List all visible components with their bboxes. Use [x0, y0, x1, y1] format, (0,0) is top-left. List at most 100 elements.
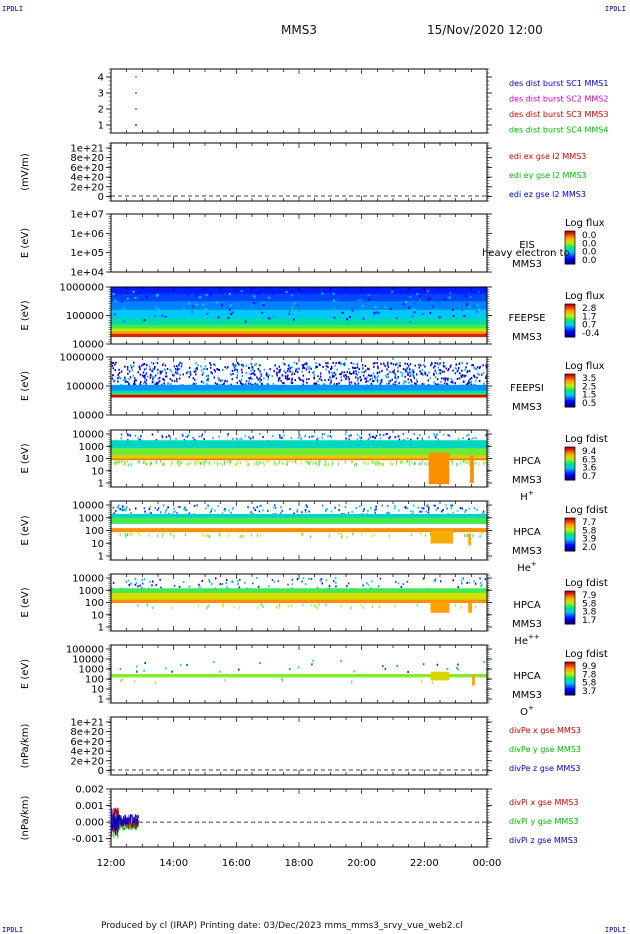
feepsi-ytick-label: 10000 [72, 411, 104, 422]
hpca-he-pixel [363, 508, 365, 511]
hpca-he-pixel [125, 509, 127, 512]
feepsi-pixel [455, 363, 458, 366]
hpca-he-pixel [425, 533, 427, 537]
hpca-hepp-colorbar-tick: 3.8 [582, 608, 597, 618]
feepsi-pixel [365, 377, 367, 380]
feepsi-pixel [423, 364, 425, 367]
feepse-pixel [361, 305, 364, 308]
feepsi-pixel [283, 382, 285, 385]
feepsi-pixel [139, 368, 141, 371]
hpca-he-pixel [124, 531, 126, 535]
hpca-he-pixel [148, 533, 150, 537]
feepsi-pixel [319, 364, 321, 367]
hpca-h-pixel [161, 434, 163, 437]
feepsi-pixel [414, 364, 416, 367]
hpca-he-pixel [188, 512, 191, 515]
divpe-ytick-label: 1e+21 [70, 718, 104, 729]
feepsi-pixel [407, 378, 409, 381]
hpca-he-pixel [164, 511, 166, 514]
feepsi-pixel [319, 377, 321, 380]
feepsi-pixel [256, 376, 258, 379]
hpca-h-pixel [371, 435, 374, 438]
feepsi-pixel [335, 361, 337, 364]
hpca-h-pixel [421, 462, 423, 466]
hpca-h-pixel [355, 463, 357, 467]
hpca-hepp-pixel [198, 604, 200, 608]
hpca-he-pixel [481, 512, 484, 515]
hpca-hepp-colorbar-step [565, 594, 575, 597]
hpca-h-band [111, 458, 487, 461]
hpca-he-pixel [145, 512, 147, 515]
feepsi-pixel [193, 383, 196, 386]
hpca-h-pixel [236, 463, 238, 467]
feepse-pixel [354, 305, 357, 308]
hpca-h-pixel [239, 461, 241, 465]
hpca-o-pixel [384, 667, 387, 670]
feepsi-pixel [164, 375, 167, 378]
feepse-pixel [154, 315, 157, 318]
hpca-o-colorbar-step [565, 691, 575, 694]
hpca-he-pixel [130, 511, 133, 514]
feepsi-pixel [195, 382, 197, 385]
hpca-he-band [111, 517, 487, 524]
hpca-hepp-pixel [434, 578, 437, 581]
feepsi-pixel [469, 378, 472, 381]
feepsi-pixel [287, 377, 290, 380]
hpca-hepp-pixel [273, 580, 276, 583]
feepsi-pixel [382, 362, 385, 365]
feepsi-pixel [473, 367, 476, 370]
feepsi-pixel [207, 375, 209, 378]
feepse-pixel [435, 307, 438, 310]
hpca-hepp-pixel [226, 585, 228, 588]
feepsi-pixel [165, 375, 168, 378]
feepse-pixel [321, 292, 324, 295]
hpca-h-pixel [325, 463, 327, 467]
hpca-hepp-pixel [474, 582, 477, 585]
hpca-he-pixel [242, 534, 244, 538]
feepsi-pixel [257, 378, 259, 381]
divpi-ytick-label: -0.001 [72, 834, 104, 845]
feepsi-pixel [345, 378, 347, 381]
hpca-h-pixel [229, 462, 231, 466]
hpca-o-pixel [134, 679, 136, 683]
feepsi-pixel [306, 381, 308, 384]
feepsi-pixel [394, 376, 396, 379]
feepse-pixel [230, 313, 233, 316]
feepse-pixel [438, 316, 441, 319]
hpca-hepp-pixel [134, 577, 137, 580]
corner-label-top-right: IPDLI [604, 5, 626, 13]
feepsi-pixel [386, 382, 388, 385]
hpca-o-pixel [136, 665, 138, 668]
feepsi-colorbar-step [565, 374, 575, 377]
hpca-he-colorbar-step [565, 518, 575, 521]
feepsi-pixel [470, 380, 473, 383]
hpca-o-colorbar-tick: 3.7 [582, 687, 596, 697]
feepsi-pixel [410, 380, 413, 383]
hpca-hepp-pixel [402, 583, 405, 586]
hpca-h-ytick-label: 1 [98, 479, 104, 490]
feepse-band [111, 301, 487, 311]
hpca-hepp-pixel [134, 583, 137, 586]
feepse-colorbar-tick: 2.8 [582, 304, 597, 314]
hpca-h-pixel [256, 461, 258, 465]
hpca-h-pixel [227, 460, 229, 464]
hpca-h-pixel [162, 463, 164, 467]
hpca-h-pixel [396, 462, 398, 466]
time-axis-label: 00:00 [473, 858, 502, 869]
hpca-h-pixel [181, 433, 184, 436]
hpca-h-pixel [421, 460, 423, 464]
feepse-pixel [285, 290, 288, 293]
feepsi-pixel [331, 367, 333, 370]
hpca-h-pixel [137, 437, 139, 440]
hpca-he-pixel [437, 507, 439, 510]
eis-colorbar-step [565, 252, 575, 255]
feepsi-pixel [351, 366, 354, 369]
feepsi-pixel [458, 367, 460, 370]
hpca-hepp-pixel [188, 585, 191, 588]
hpca-h-pixel [330, 436, 333, 439]
feepsi-pixel [420, 364, 422, 367]
hpca-h-pixel [171, 460, 173, 464]
hpca-h-colorbar-tick: 3.6 [582, 464, 597, 474]
feepsi-pixel [205, 379, 208, 382]
feepsi-pixel [477, 372, 479, 375]
